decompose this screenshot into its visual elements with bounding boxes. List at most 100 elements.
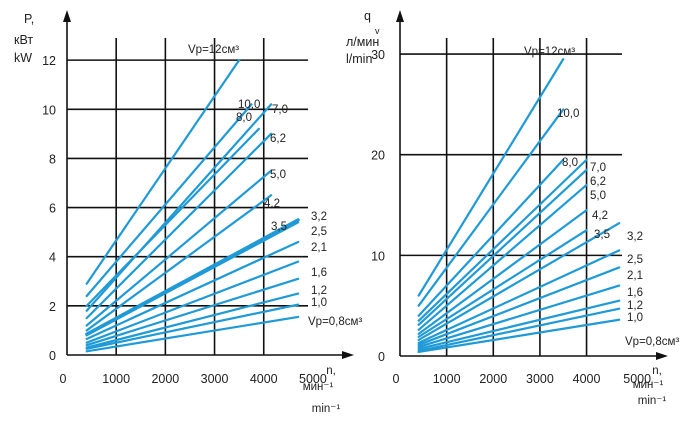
x-axis-label: мин⁻¹ xyxy=(633,379,664,391)
series-label: 1,2 xyxy=(311,285,327,297)
series-label: 6,2 xyxy=(590,176,606,188)
series-line xyxy=(85,240,300,341)
series-line xyxy=(417,318,621,354)
series-line xyxy=(85,132,273,320)
x-axis-arrow xyxy=(342,351,354,359)
series-label: Vp=12см³ xyxy=(524,46,575,58)
series-label: 3,2 xyxy=(311,211,327,223)
series-line xyxy=(85,194,273,332)
series-line xyxy=(85,260,300,344)
series-label: 2,1 xyxy=(627,270,643,282)
y-axis-label: кВт xyxy=(14,33,33,47)
x-tick-label: 4000 xyxy=(250,372,278,386)
series-line xyxy=(85,59,241,285)
flow-chart: 0 1000 2000 3000 4000 5000 0 10 20 30 qvл/мин l/min… xyxy=(346,9,679,407)
y-tick-label: 30 xyxy=(371,48,385,62)
series-label: 1,0 xyxy=(311,297,327,309)
y-tick-label: 10 xyxy=(42,103,56,117)
series-label: 10,0 xyxy=(238,99,260,111)
y-axis-label: v xyxy=(375,26,380,36)
series-label: 4,2 xyxy=(592,210,608,222)
y-axis-label: l/min xyxy=(346,52,372,66)
y-axis-arrow xyxy=(63,10,71,22)
series-line xyxy=(85,127,260,307)
y-tick-label: 12 xyxy=(42,54,56,68)
series-label: 8,0 xyxy=(562,157,578,169)
series-line xyxy=(417,108,565,307)
x-tick-label: 5000 xyxy=(299,372,327,386)
series-line xyxy=(417,168,588,326)
y-axis-label: q xyxy=(364,9,371,23)
series-line xyxy=(417,158,588,322)
series-label: 2,1 xyxy=(311,242,327,254)
series-label: 5,0 xyxy=(590,190,606,202)
series-label: 10,0 xyxy=(557,108,579,120)
y-axis-label: kW xyxy=(14,51,32,65)
series-label: 7,0 xyxy=(272,104,288,116)
x-axis-arrow xyxy=(656,352,668,360)
series-label: 6,2 xyxy=(270,133,286,145)
series-label: 3,5 xyxy=(594,229,610,241)
y-tick-label: 20 xyxy=(371,149,385,163)
x-tick-label: 5000 xyxy=(623,372,651,386)
y-axis-arrow xyxy=(396,10,404,22)
series-label: 7,0 xyxy=(590,162,606,174)
x-axis-label: мин⁻¹ xyxy=(303,381,334,393)
y-tick-label: 10 xyxy=(371,249,385,263)
x-tick-label: 4000 xyxy=(573,372,601,386)
series-label: 4,2 xyxy=(264,198,280,210)
series-line xyxy=(85,221,300,337)
series-line xyxy=(417,222,621,341)
x-tick-label: 0 xyxy=(60,372,67,386)
series-line xyxy=(85,315,300,353)
x-axis-label: min⁻¹ xyxy=(638,395,667,407)
series-label: 2,5 xyxy=(627,254,643,266)
y-axis-label: P, xyxy=(24,12,34,26)
series-label: 5,0 xyxy=(270,169,286,181)
series-label: 3,5 xyxy=(271,221,287,233)
series-line xyxy=(85,277,300,347)
series-line xyxy=(417,266,621,347)
y-tick-label: 0 xyxy=(378,350,385,364)
series-label: Vp=12см³ xyxy=(188,44,239,56)
series-label: 1,0 xyxy=(627,312,643,324)
series-label: 3,2 xyxy=(627,231,643,243)
series-line xyxy=(417,284,621,349)
series-label: Vp=0,8см³ xyxy=(308,316,362,328)
y-tick-label: 8 xyxy=(49,152,56,166)
series-line xyxy=(85,292,300,349)
series-line xyxy=(417,158,565,317)
x-axis-label: n, xyxy=(652,365,662,377)
x-tick-label: 1000 xyxy=(102,372,130,386)
series-label: 2,5 xyxy=(311,226,327,238)
x-axis-label: n, xyxy=(326,365,336,377)
series-line xyxy=(85,303,300,350)
series-line xyxy=(417,229,588,338)
series-line xyxy=(417,299,621,351)
x-tick-label: 3000 xyxy=(526,372,554,386)
y-tick-label: 4 xyxy=(49,251,56,265)
y-axis-label: л/мин xyxy=(346,35,379,49)
series-line xyxy=(417,249,621,345)
y-tick-label: 6 xyxy=(49,202,56,216)
series-line xyxy=(417,307,621,353)
series-line xyxy=(85,103,273,312)
series-label: 1,2 xyxy=(627,300,643,312)
x-axis-label: min⁻¹ xyxy=(312,403,341,415)
power-chart: 0 1000 2000 3000 4000 5000 0 2 4 6 8 10 12 P, кВт kW n, м… xyxy=(14,10,362,415)
x-tick-label: 2000 xyxy=(151,372,179,386)
x-tick-label: 0 xyxy=(393,372,400,386)
series-line xyxy=(85,218,300,336)
series-line xyxy=(417,208,588,335)
series-line xyxy=(85,103,253,298)
x-tick-label: 2000 xyxy=(479,372,507,386)
series-label: 8,0 xyxy=(236,112,252,124)
y-tick-label: 2 xyxy=(49,300,56,314)
series-label: 1,6 xyxy=(627,287,643,299)
x-tick-label: 3000 xyxy=(201,372,229,386)
y-tick-label: 0 xyxy=(49,349,56,363)
series-label: Vp=0,8см³ xyxy=(625,336,679,348)
series-label: 1,6 xyxy=(311,267,327,279)
series-line xyxy=(417,183,588,331)
